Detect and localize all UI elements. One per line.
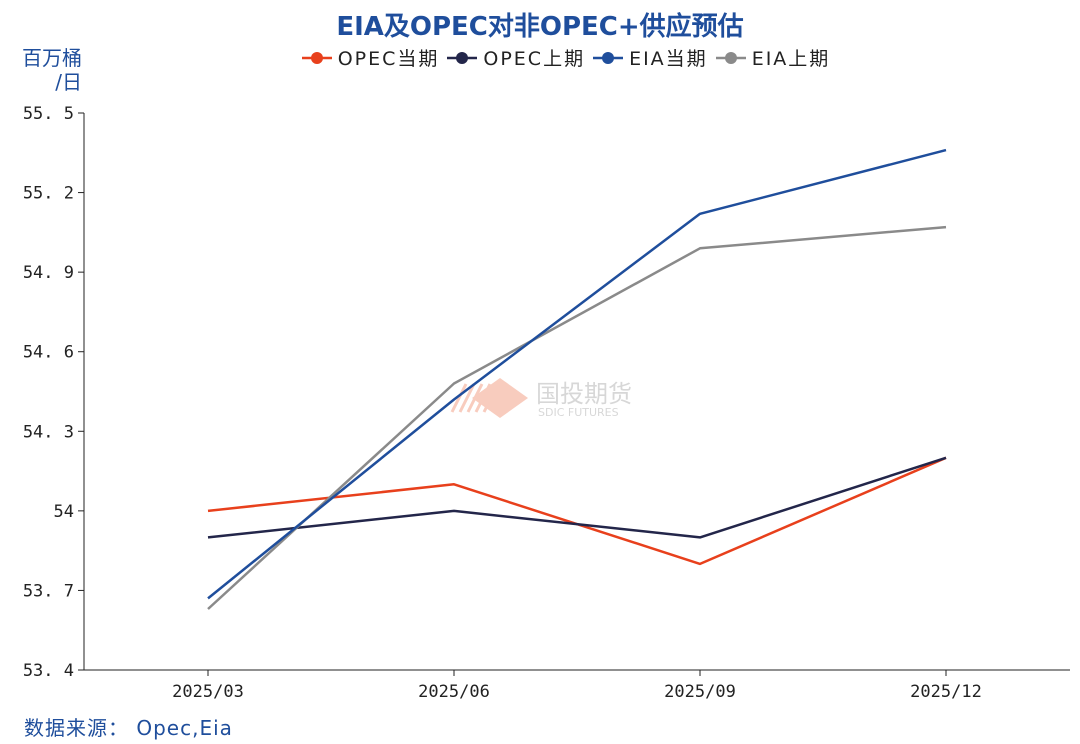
legend-marker-icon xyxy=(715,51,746,64)
watermark-stripe xyxy=(458,383,476,413)
x-tick-label: 2025/06 xyxy=(418,682,490,702)
series-line-2 xyxy=(207,456,947,539)
legend-item: EIA上期 xyxy=(714,44,831,71)
series-line-1 xyxy=(207,456,947,566)
y-tick-label: 53. 4 xyxy=(23,661,74,681)
x-tick-label: 2025/09 xyxy=(664,682,736,702)
legend-item: OPEC上期 xyxy=(445,44,585,71)
x-tick-label: 2025/03 xyxy=(172,682,244,702)
chart-title: EIA及OPEC对非OPEC+供应预估 xyxy=(336,12,744,42)
watermark-stripe xyxy=(482,383,500,413)
y-axis-unit: 百万桶 /日 xyxy=(12,46,82,94)
unit-line-1: 百万桶 xyxy=(22,46,82,70)
y-tick-label: 53. 7 xyxy=(23,581,74,601)
x-tick-label: 2025/12 xyxy=(910,682,982,702)
legend-label: EIA当期 xyxy=(629,48,708,70)
y-tick-label: 55. 2 xyxy=(23,184,74,204)
legend-item: OPEC当期 xyxy=(300,44,440,71)
y-tick-label: 55. 5 xyxy=(23,104,74,124)
series-line-3 xyxy=(207,148,947,600)
watermark-stripe xyxy=(466,383,484,413)
y-tick-label: 54. 6 xyxy=(23,343,74,363)
legend-label: EIA上期 xyxy=(751,48,831,70)
watermark-sub: SDIC FUTURES xyxy=(538,406,619,419)
legend: OPEC当期 OPEC上期 EIA当期 EIA上期 xyxy=(0,44,1080,71)
watermark-name: 国投期货 xyxy=(536,380,632,408)
watermark-stripe xyxy=(450,383,468,413)
legend-marker-icon xyxy=(593,51,624,64)
legend-item: EIA当期 xyxy=(591,44,708,71)
y-tick-label: 54. 9 xyxy=(23,263,74,283)
legend-label: OPEC当期 xyxy=(337,48,440,70)
watermark-stripe xyxy=(474,383,492,413)
unit-line-2: /日 xyxy=(55,70,82,94)
legend-label: OPEC上期 xyxy=(483,48,586,70)
data-source: 数据来源： Opec,Eia xyxy=(24,716,233,740)
series-line-4 xyxy=(207,225,947,610)
legend-marker-icon xyxy=(301,51,332,64)
y-tick-label: 54 xyxy=(54,502,74,522)
legend-marker-icon xyxy=(447,51,478,64)
y-tick-label: 54. 3 xyxy=(23,422,74,442)
